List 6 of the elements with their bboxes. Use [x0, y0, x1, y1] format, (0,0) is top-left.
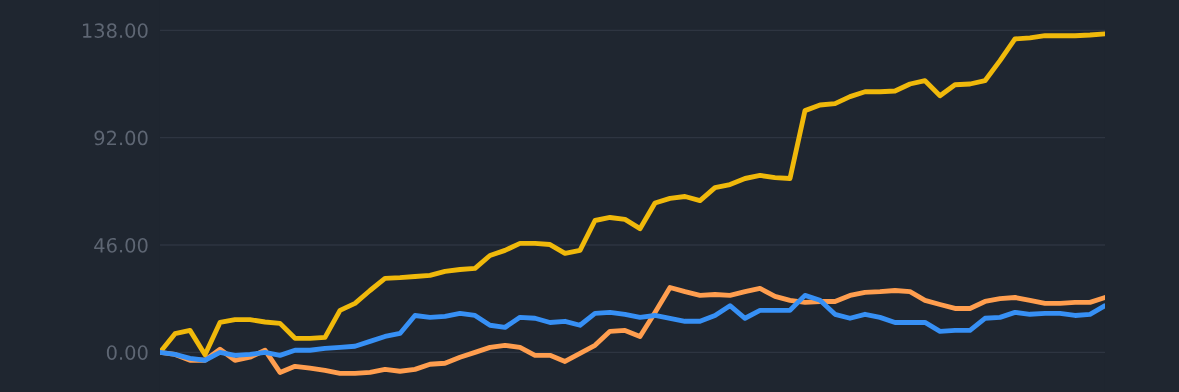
- line-series: [160, 31, 1105, 358]
- y-tick-label: 138.00: [82, 23, 148, 38]
- y-tick-label: 92.00: [94, 130, 148, 146]
- y-tick-label: 46.00: [94, 237, 148, 253]
- y-tick-label: 0.00: [106, 345, 148, 360]
- line-series: [160, 292, 1105, 363]
